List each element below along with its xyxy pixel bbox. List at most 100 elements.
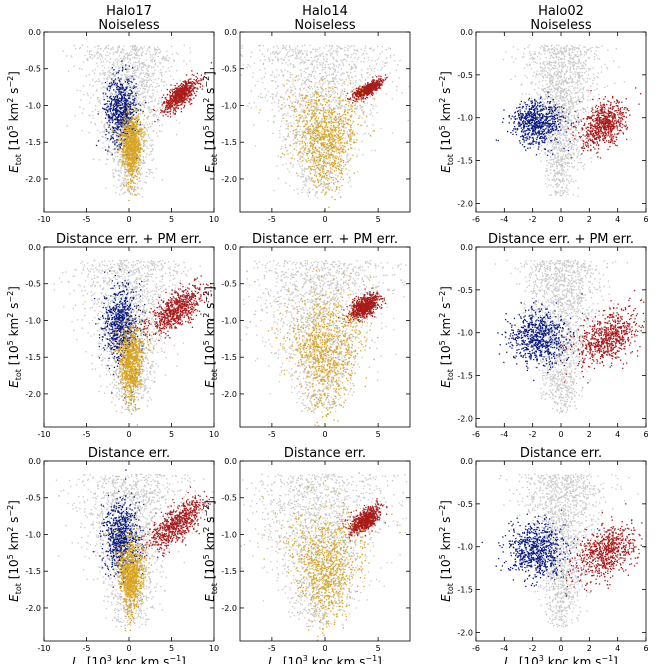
point bbox=[114, 148, 116, 150]
point bbox=[276, 76, 278, 78]
point bbox=[119, 147, 121, 149]
x-tick-label: 5 bbox=[169, 215, 174, 224]
point bbox=[156, 91, 159, 93]
point bbox=[146, 128, 148, 130]
point bbox=[133, 133, 135, 135]
point bbox=[176, 82, 178, 85]
point bbox=[129, 78, 131, 80]
point bbox=[111, 103, 114, 105]
point bbox=[127, 183, 129, 185]
point bbox=[103, 98, 105, 101]
point bbox=[140, 93, 142, 95]
point bbox=[357, 56, 359, 58]
point bbox=[126, 107, 128, 109]
point bbox=[172, 100, 174, 103]
point bbox=[162, 115, 164, 117]
point bbox=[162, 94, 165, 96]
point bbox=[169, 92, 171, 95]
point bbox=[115, 104, 117, 106]
point bbox=[122, 115, 125, 117]
point bbox=[289, 46, 291, 48]
point bbox=[169, 107, 171, 109]
point bbox=[356, 49, 358, 51]
point bbox=[336, 54, 338, 56]
point bbox=[161, 124, 163, 126]
point bbox=[119, 139, 122, 141]
point bbox=[107, 44, 110, 47]
point bbox=[121, 140, 123, 142]
point bbox=[133, 85, 135, 87]
point bbox=[91, 57, 94, 60]
point bbox=[108, 74, 110, 76]
point bbox=[301, 173, 304, 175]
point bbox=[110, 101, 113, 103]
point bbox=[119, 66, 121, 69]
point bbox=[117, 77, 120, 79]
point bbox=[171, 103, 173, 105]
point bbox=[130, 151, 132, 153]
point bbox=[310, 145, 313, 147]
point bbox=[303, 158, 305, 160]
point bbox=[302, 147, 304, 149]
point bbox=[318, 153, 321, 155]
point bbox=[97, 57, 99, 59]
point bbox=[168, 103, 170, 106]
point bbox=[352, 86, 354, 88]
point bbox=[138, 130, 141, 132]
point bbox=[81, 130, 83, 132]
point bbox=[135, 71, 137, 73]
point bbox=[136, 126, 138, 128]
point bbox=[162, 107, 164, 110]
point bbox=[119, 145, 121, 147]
point bbox=[306, 192, 308, 194]
point bbox=[136, 114, 138, 117]
point bbox=[105, 128, 107, 131]
point bbox=[128, 164, 130, 167]
point bbox=[369, 96, 371, 98]
point bbox=[136, 61, 138, 64]
point bbox=[135, 53, 138, 56]
point bbox=[128, 80, 130, 82]
point bbox=[166, 108, 169, 110]
point bbox=[122, 58, 125, 60]
point bbox=[328, 122, 330, 124]
point bbox=[360, 48, 362, 50]
point bbox=[103, 48, 106, 50]
point bbox=[120, 138, 123, 140]
y-tick-label: -1.0 bbox=[25, 101, 41, 110]
point bbox=[113, 64, 115, 67]
point bbox=[123, 105, 125, 107]
point bbox=[129, 45, 132, 47]
point bbox=[136, 120, 138, 122]
point bbox=[103, 67, 106, 69]
point bbox=[153, 177, 155, 179]
point bbox=[124, 99, 126, 101]
point bbox=[129, 164, 131, 166]
point bbox=[139, 129, 141, 131]
point bbox=[117, 128, 119, 131]
point bbox=[334, 156, 337, 158]
point bbox=[293, 117, 295, 119]
point bbox=[118, 126, 120, 128]
point bbox=[365, 132, 367, 134]
point bbox=[116, 127, 118, 129]
point bbox=[135, 147, 137, 149]
point bbox=[138, 67, 140, 69]
point bbox=[353, 52, 355, 54]
point bbox=[128, 157, 130, 159]
point bbox=[156, 49, 158, 51]
point bbox=[177, 87, 179, 90]
point bbox=[133, 109, 135, 111]
point bbox=[125, 168, 127, 170]
point bbox=[355, 66, 357, 68]
point bbox=[122, 142, 125, 144]
point bbox=[128, 191, 131, 193]
point bbox=[210, 62, 213, 64]
point bbox=[295, 53, 297, 55]
point bbox=[354, 87, 357, 90]
point bbox=[147, 135, 150, 137]
point bbox=[112, 83, 114, 85]
point bbox=[191, 74, 193, 76]
point bbox=[123, 102, 125, 104]
point bbox=[134, 118, 136, 120]
